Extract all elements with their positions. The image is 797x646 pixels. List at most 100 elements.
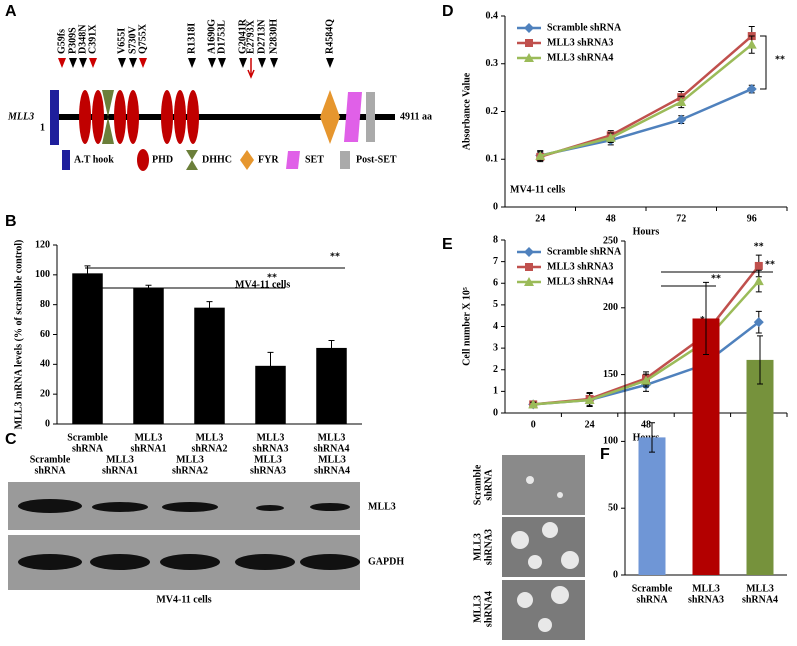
fyr — [320, 90, 340, 144]
legend-swatch — [240, 150, 254, 170]
mutation-marker — [79, 58, 87, 68]
y-tick-label: 0.1 — [486, 154, 499, 165]
error-bar — [757, 335, 763, 385]
bar — [746, 359, 774, 575]
panel-label: B — [5, 213, 17, 230]
y-tick-label: 0.2 — [486, 106, 499, 117]
x-tick-label: 24 — [535, 213, 545, 224]
error-bar — [649, 422, 655, 453]
legend-label: FYR — [258, 154, 279, 165]
lane-label: MLL3 — [106, 454, 134, 465]
legend-label: Scramble shRNA — [547, 22, 622, 33]
y-tick-label: 40 — [40, 359, 50, 370]
y-tick-label: 7 — [493, 256, 498, 267]
band-label: MLL3 — [368, 501, 396, 512]
data-point — [754, 261, 763, 270]
panel-label: C — [5, 431, 17, 448]
y-axis-label: Cell number X 10⁵ — [461, 287, 472, 366]
legend-marker — [525, 39, 533, 47]
significance-bracket — [760, 35, 767, 90]
gene-start: 1 — [40, 122, 45, 133]
colony — [526, 476, 534, 484]
bar — [692, 318, 720, 575]
y-tick-label: 0 — [613, 569, 618, 580]
phd — [161, 90, 173, 144]
legend-label: PHD — [152, 154, 173, 165]
phd — [174, 90, 186, 144]
phd — [187, 90, 199, 144]
y-tick-label: 5 — [493, 299, 498, 310]
image-label: shRNA — [483, 469, 494, 501]
x-tick-label: MLL3 — [135, 432, 163, 443]
y-tick-label: 80 — [40, 299, 50, 310]
note: MV4-11 cells — [510, 184, 565, 195]
mutation-label: Q755X — [137, 23, 148, 54]
y-tick-label: 250 — [603, 235, 618, 246]
x-tick-label: 48 — [641, 419, 651, 430]
x-tick-label: 48 — [606, 213, 616, 224]
note: MV4-11 cells — [235, 279, 290, 290]
blot-band — [235, 554, 295, 570]
blot-bands — [18, 499, 360, 570]
legend-label: MLL3 shRNA3 — [547, 261, 613, 272]
bar — [133, 288, 164, 424]
mutation-arrow — [247, 58, 255, 79]
mutation-label: G59fs — [56, 29, 67, 54]
legend-swatch — [137, 149, 149, 171]
x-tick-label: MLL3 — [746, 583, 774, 594]
lane-label: Scramble — [30, 454, 71, 465]
y-tick-label: 4 — [493, 321, 498, 332]
legend-swatch — [186, 150, 198, 170]
panel-label: E — [442, 236, 453, 253]
mutation-label: E2793X — [245, 19, 256, 54]
band-label: GAPDH — [368, 556, 404, 567]
western-blot — [8, 482, 360, 590]
blot-band — [92, 502, 148, 512]
dhhc — [102, 90, 114, 144]
blot-band — [160, 554, 220, 570]
phd — [114, 90, 126, 144]
mutation-marker — [258, 58, 266, 68]
x-tick-label: 96 — [747, 213, 757, 224]
bar — [72, 273, 103, 424]
mutation-marker — [69, 58, 77, 68]
bar — [316, 347, 347, 424]
lane-label: shRNA4 — [314, 465, 350, 476]
x-tick-label: shRNA2 — [191, 443, 227, 454]
image-label: shRNA3 — [483, 529, 494, 565]
mutation-label: C391X — [87, 24, 98, 54]
blot-band — [256, 505, 284, 511]
significance-label: ** — [330, 251, 340, 262]
image-label: MLL3 — [472, 533, 483, 561]
mutation-label: R4584Q — [324, 19, 335, 54]
series-line — [533, 321, 760, 406]
colony — [538, 618, 552, 632]
data-point — [676, 96, 687, 106]
significance-label: ** — [775, 54, 785, 65]
y-tick-label: 100 — [603, 436, 618, 447]
colony — [517, 592, 533, 608]
y-tick-label: 150 — [603, 369, 618, 380]
blot-band — [18, 499, 82, 513]
lane-label: MLL3 — [318, 454, 346, 465]
colony — [511, 531, 529, 549]
image-label: shRNA4 — [483, 591, 494, 627]
error-bar — [328, 339, 335, 356]
x-tick-label: 72 — [676, 213, 686, 224]
mutation-label: R1318I — [186, 23, 197, 54]
phd — [127, 90, 139, 144]
legend-marker — [524, 53, 534, 62]
mutation-label: V655I — [116, 28, 127, 54]
mutation-label: D2713N — [256, 19, 267, 54]
x-tick-label: MLL3 — [196, 432, 224, 443]
data-point — [584, 395, 595, 405]
x-tick-label: shRNA3 — [252, 443, 288, 454]
blot-band — [90, 554, 150, 570]
x-tick-label: shRNA4 — [742, 594, 778, 605]
legend-label: MLL3 shRNA4 — [547, 276, 613, 287]
mutation-marker — [118, 58, 126, 68]
mutation-label: D1753L — [216, 20, 227, 54]
y-tick-label: 3 — [493, 342, 498, 353]
colony — [528, 555, 542, 569]
